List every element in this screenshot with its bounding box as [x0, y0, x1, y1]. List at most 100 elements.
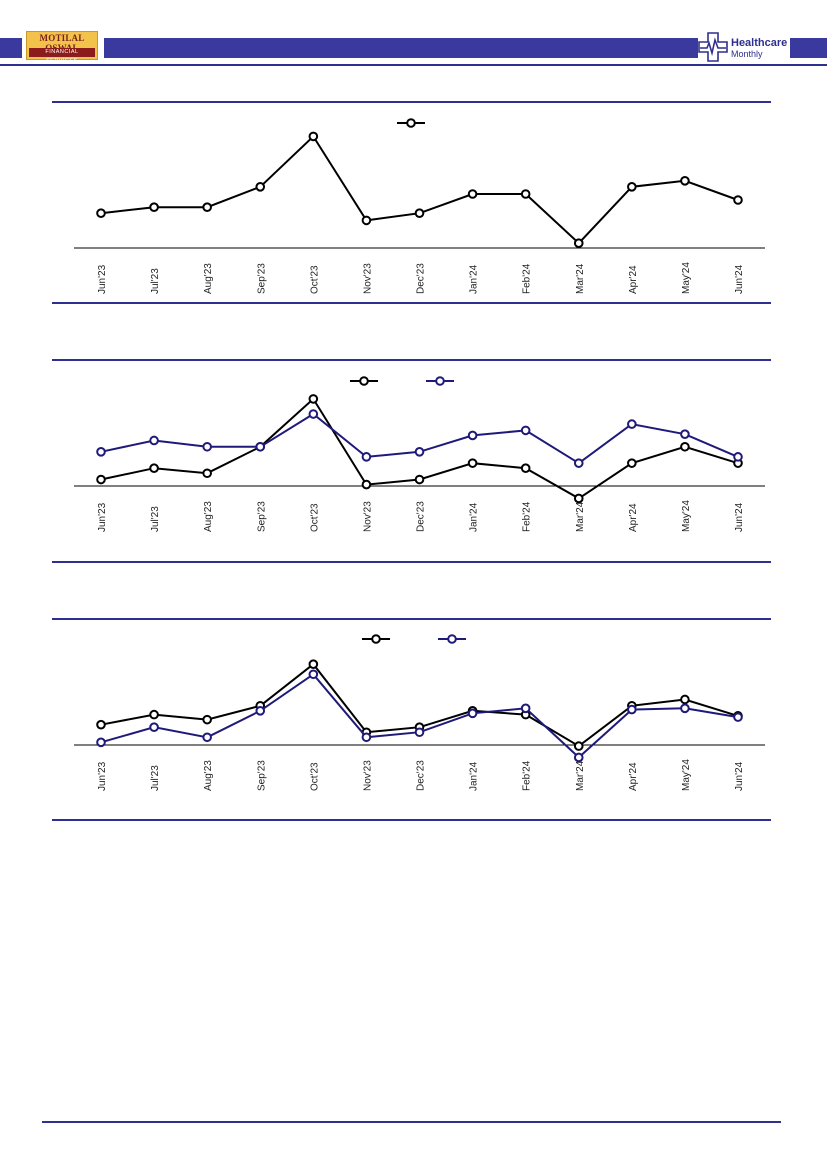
chart-3-series-2-point: [680, 703, 690, 714]
chart-2-x-tick-label: Jul'23: [150, 506, 161, 532]
chart-3-series-1-point: [202, 714, 212, 725]
chart-3-x-tick-label: Jun'23: [97, 761, 108, 791]
chart-2-series-2-point: [149, 435, 159, 446]
chart-3-series-2-point: [627, 704, 637, 715]
motilal-oswal-logo: MOTILAL OSWAL FINANCIAL SERVICES: [26, 31, 98, 64]
chart-3-series-1-point: [308, 659, 319, 670]
chart-3-series-1-point: [573, 741, 584, 751]
chart-3-x-tick-label: Mar'24: [575, 760, 586, 791]
chart-2-series-1-point: [414, 474, 425, 485]
chart-1-series-1-point: [308, 131, 319, 142]
chart-3-series-2-point: [520, 703, 531, 714]
chart-1-top-rule: [52, 101, 771, 103]
chart-3-svg: Jun'23 Jul'23 Aug'23 Sep'23 Oct'23 Nov'23 Dec'…: [74, 634, 765, 791]
chart-3-bottom-rule: [52, 819, 771, 821]
chart-1-x-tick-label: Jun'23: [97, 264, 108, 294]
header-accent-left: [0, 38, 22, 58]
chart-2-top-rule: [52, 359, 771, 361]
chart-2-series-2-point: [733, 452, 743, 462]
chart-2-x-tick-label: Aug'23: [203, 501, 214, 532]
chart-1-series-1-point: [255, 182, 266, 192]
chart-1-bottom-rule: [52, 302, 771, 304]
chart-3-series-1-point: [680, 694, 690, 705]
chart-2-bottom-rule: [52, 561, 771, 563]
chart-3-legend-series-2-marker: [447, 634, 457, 644]
chart-1-x-tick-label: Mar'24: [575, 263, 586, 294]
chart-2-x-tick-label: Mar'24: [575, 501, 586, 532]
chart-2-series-1-point: [573, 493, 584, 504]
chart-1-series-1-point: [414, 208, 425, 218]
chart-3-top-rule: [52, 618, 771, 620]
chart-3-x-tick-label: Oct'23: [309, 762, 320, 791]
chart-3-series-2-point: [733, 712, 743, 722]
chart-3-series-2-point: [149, 722, 159, 732]
chart-2-series-2-point: [202, 441, 212, 452]
chart-2-series-2-point: [361, 452, 372, 462]
chart-2-x-tick-label: May'24: [681, 500, 692, 532]
chart-1-series-1-point: [149, 202, 159, 212]
chart-1-x-tick-label: Dec'23: [416, 263, 427, 294]
chart-1: Jun'23 Jul'23 Aug'23 Sep'23 Oct'23 Nov'23 Dec'…: [52, 100, 771, 306]
chart-2-x-tick-label: Dec'23: [416, 501, 427, 532]
chart-3-x-tick-label: Feb'24: [522, 760, 533, 791]
chart-2-series-2-point: [96, 447, 106, 457]
chart-3-series-2-point: [202, 732, 212, 743]
chart-2-series-1-point: [467, 458, 478, 468]
chart-2-x-tick-label: Apr'24: [628, 503, 639, 532]
chart-2-series-1-point: [149, 463, 159, 473]
chart-2-series-1-point: [361, 479, 372, 490]
chart-1-x-tick-label: Jan'24: [469, 264, 480, 294]
chart-3-x-tick-label: Aug'23: [203, 760, 214, 791]
chart-2-legend-series-2-marker: [435, 376, 445, 386]
header-bar: [0, 38, 827, 58]
chart-1-x-tick-label: Nov'23: [362, 263, 373, 294]
chart-2-series-1-point: [202, 468, 212, 479]
footer-rule: [42, 1121, 781, 1123]
chart-1-series-1-line: [100, 134, 739, 245]
chart-3-legend-series-1-marker: [371, 634, 381, 644]
chart-3-x-tick-label: Jan'24: [469, 761, 480, 791]
report-subtitle: Monthly: [731, 49, 763, 59]
chart-2-legend-series-1-marker: [359, 376, 369, 386]
chart-3-series-2-point: [573, 752, 584, 763]
chart-2-series-1-point: [96, 474, 106, 485]
chart-2-x-tick-label: Feb'24: [522, 501, 533, 532]
chart-2-series-2-point: [414, 447, 425, 457]
chart-2-series-2-point: [520, 425, 531, 436]
chart-3-x-tick-label: Nov'23: [362, 760, 373, 791]
chart-1-series-1-point: [733, 195, 743, 205]
chart-2-series-1-point: [680, 441, 690, 452]
chart-2: Jun'23 Jul'23 Aug'23 Sep'23 Oct'23 Nov'23 Dec'…: [52, 358, 771, 564]
chart-3-x-tick-label: Jun'24: [734, 761, 745, 791]
chart-3-series-1-point: [149, 709, 159, 720]
report-brand: Healthcare Monthly: [698, 32, 790, 62]
chart-2-series-2-point: [467, 430, 478, 441]
chart-2-series-2-point: [255, 441, 266, 452]
chart-3-series-1-point: [96, 719, 106, 730]
chart-1-series-1-point: [627, 182, 637, 192]
chart-1-svg: Jun'23 Jul'23 Aug'23 Sep'23 Oct'23 Nov'23 Dec'…: [74, 118, 765, 294]
chart-1-x-tick-label: Jul'23: [150, 268, 161, 294]
chart-1-x-tick-label: Jun'24: [734, 264, 745, 294]
chart-3-x-tick-label: Apr'24: [628, 762, 639, 791]
chart-1-legend-series-1-marker: [406, 118, 416, 128]
chart-2-svg: Jun'23 Jul'23 Aug'23 Sep'23 Oct'23 Nov'23 Dec'…: [74, 376, 765, 532]
chart-3-x-tick-label: Dec'23: [416, 760, 427, 791]
chart-1-series-1-point: [202, 202, 212, 212]
chart-3-series-2-point: [255, 706, 266, 716]
chart-3-x-tick-label: Jul'23: [150, 765, 161, 791]
chart-3-series-2-point: [96, 737, 106, 748]
header-accent-main: [104, 38, 698, 58]
chart-2-series-2-point: [680, 429, 690, 439]
chart-2-series-2-point: [308, 409, 319, 419]
chart-1-series-1-point: [96, 208, 106, 218]
chart-2-x-tick-label: Sep'23: [256, 501, 267, 532]
chart-1-series-1-point: [680, 176, 690, 186]
chart-2-x-tick-label: Jun'23: [97, 502, 108, 532]
chart-2-x-tick-label: Jun'24: [734, 502, 745, 532]
chart-3-series-2-point: [308, 669, 319, 680]
report-title: Healthcare: [731, 37, 788, 49]
chart-2-x-tick-label: Jan'24: [469, 502, 480, 532]
chart-3: Jun'23 Jul'23 Aug'23 Sep'23 Oct'23 Nov'23 Dec'…: [52, 617, 771, 823]
chart-1-series-1-point: [361, 215, 372, 226]
